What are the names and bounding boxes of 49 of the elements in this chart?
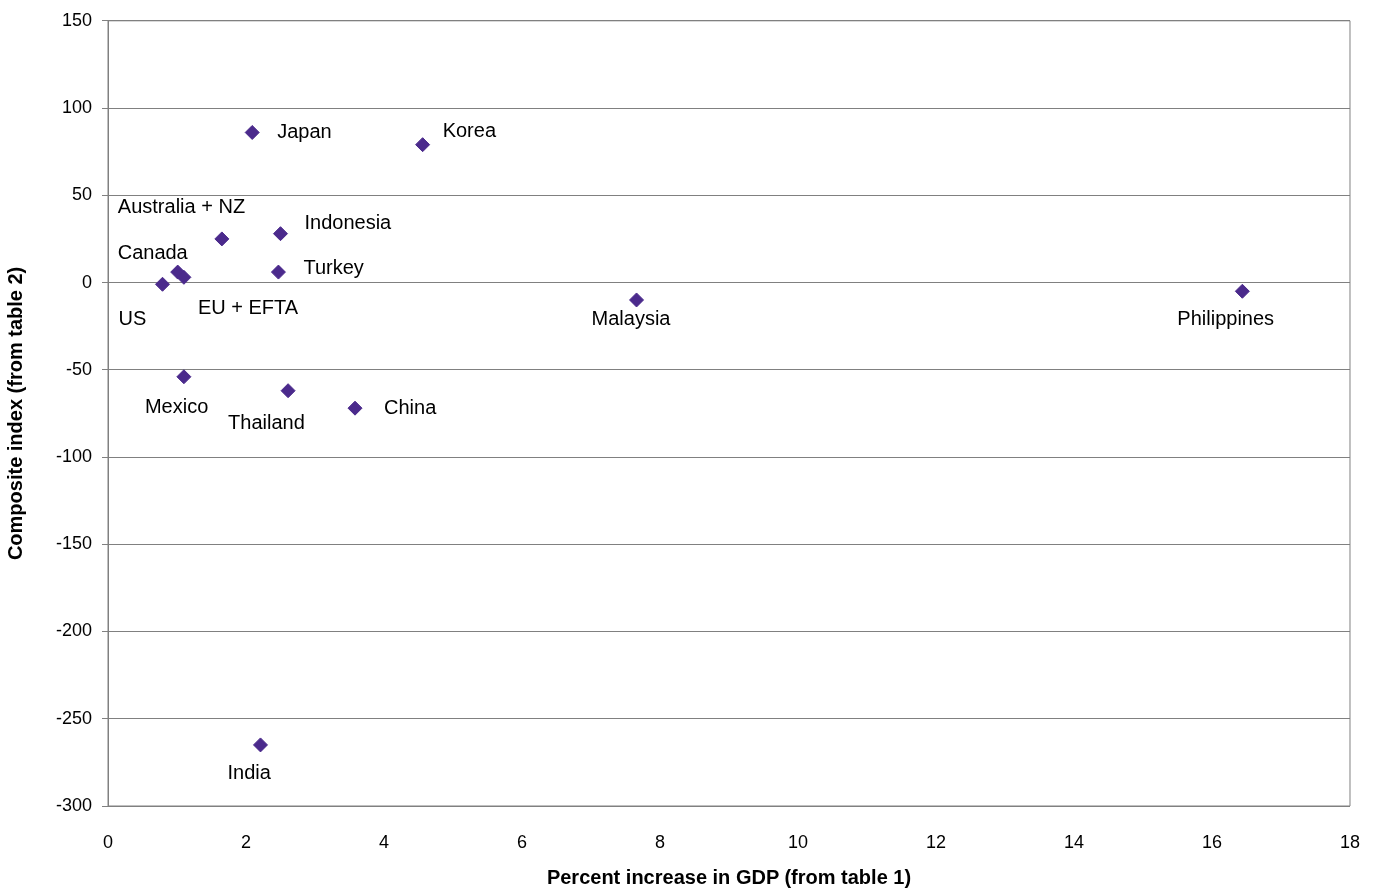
point	[347, 400, 363, 416]
annotation: Indonesia	[304, 211, 393, 234]
annotation: India	[227, 761, 272, 784]
x-tick-label: 10	[787, 831, 809, 852]
y-tick-label: 0	[81, 271, 92, 292]
annotation: US	[118, 306, 147, 329]
y-tick-label: -50	[65, 358, 92, 379]
x-axis-title: Percent increase in GDP (from table 1)	[546, 865, 912, 888]
point	[252, 737, 268, 753]
x-tick-label: 18	[1339, 831, 1360, 852]
x-tick-label: 0	[102, 831, 114, 852]
annotation: Australia + NZ	[117, 195, 246, 218]
annotation: China	[384, 395, 438, 418]
point	[176, 369, 192, 385]
x-tick-label: 14	[1063, 831, 1085, 852]
point	[244, 124, 260, 140]
y-axis-title: Composite index (from table 2)	[3, 266, 26, 561]
annotation: Thailand	[228, 411, 305, 434]
annotation: Canada	[117, 240, 189, 263]
point	[270, 264, 286, 280]
annotation: Mexico	[144, 395, 209, 418]
y-tick-label: 50	[71, 184, 92, 205]
annotation: Japan	[277, 119, 332, 142]
point	[280, 383, 296, 399]
x-tick-label: 6	[516, 831, 527, 852]
x-tick-label: 2	[240, 831, 252, 852]
point	[1234, 283, 1250, 299]
point	[415, 137, 431, 153]
x-tick-label: 4	[378, 831, 390, 852]
y-tick-label: -300	[55, 794, 92, 815]
y-tick-label: 100	[61, 97, 92, 118]
y-tick-label: 150	[61, 9, 92, 30]
annotation: Turkey	[303, 255, 364, 278]
annotation: Korea	[442, 119, 497, 142]
point	[155, 276, 171, 292]
x-tick-label: 16	[1201, 831, 1223, 852]
y-tick-label: -250	[55, 707, 92, 728]
y-tick-label: -150	[55, 533, 92, 554]
point	[273, 226, 288, 242]
point	[629, 292, 645, 308]
y-tick-label: -100	[55, 445, 92, 466]
x-tick-label: 12	[925, 831, 947, 852]
x-tick-label: 8	[654, 831, 665, 852]
point	[214, 231, 230, 247]
annotation: Philippines	[1177, 306, 1275, 329]
annotation: EU + EFTA	[197, 295, 299, 318]
point	[176, 269, 192, 285]
annotation: Malaysia	[591, 307, 672, 330]
y-tick-label: -200	[55, 620, 92, 641]
